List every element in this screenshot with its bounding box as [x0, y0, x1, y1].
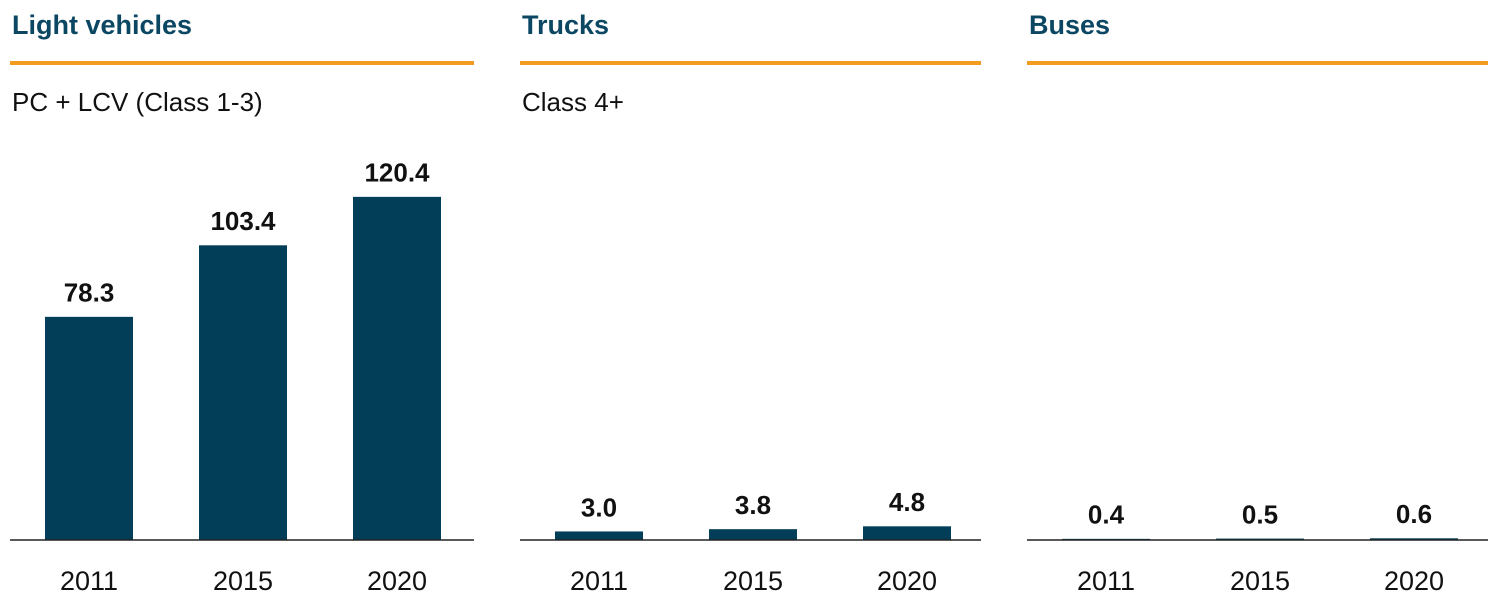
x-tick-label: 2015: [1230, 566, 1290, 596]
data-label: 0.4: [1088, 500, 1125, 530]
bar: [353, 196, 441, 541]
bar: [199, 245, 287, 540]
x-tick-label: 2011: [570, 566, 628, 596]
data-label: 0.5: [1242, 499, 1278, 529]
data-label: 0.6: [1396, 499, 1432, 529]
x-tick-label: 2020: [367, 566, 427, 596]
data-label: 120.4: [364, 158, 430, 188]
bar: [709, 529, 797, 540]
data-label: 3.0: [581, 492, 617, 522]
data-label: 78.3: [64, 278, 115, 308]
title-rule: [1027, 61, 1488, 65]
title-rule: [10, 61, 474, 65]
x-tick-label: 2020: [1384, 566, 1444, 596]
bar: [1370, 538, 1458, 540]
title-rule: [520, 61, 981, 65]
x-tick-label: 2011: [1077, 566, 1135, 596]
x-tick-label: 2015: [723, 566, 783, 596]
x-tick-label: 2015: [213, 566, 273, 596]
bar: [555, 531, 643, 540]
panel-title: Trucks: [522, 10, 609, 40]
panel-title: Light vehicles: [12, 10, 192, 40]
x-tick-label: 2011: [60, 566, 118, 596]
x-tick-label: 2020: [877, 566, 937, 596]
panel-title: Buses: [1029, 10, 1110, 40]
panel-subtitle: PC + LCV (Class 1-3): [12, 87, 263, 117]
data-label: 3.8: [735, 490, 771, 520]
bar: [863, 526, 951, 540]
data-label: 103.4: [210, 206, 276, 236]
data-label: 4.8: [889, 487, 925, 517]
bar: [45, 316, 133, 540]
panel-subtitle: Class 4+: [522, 87, 624, 117]
